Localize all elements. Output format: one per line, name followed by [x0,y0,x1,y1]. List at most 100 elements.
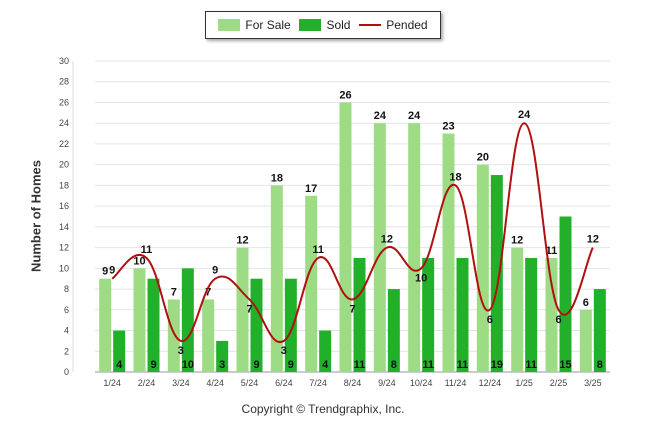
bar-for-sale [579,309,592,372]
data-label-pended: 11 [141,244,153,256]
bar-for-sale [270,185,283,372]
bar-for-sale [442,133,455,372]
y-tick-label: 10 [59,263,69,273]
bar-sold [559,216,572,372]
legend-swatch-for-sale [218,19,241,31]
x-tick-label: 2/25 [550,378,568,388]
y-tick-label: 0 [64,367,69,377]
bar-sold [284,278,297,372]
data-label-pended: 7 [349,303,355,315]
y-tick-label: 24 [59,118,69,128]
bar-sold [456,257,469,372]
bar-sold [353,257,366,372]
data-label-sold: 3 [219,359,225,371]
bar-for-sale [305,195,318,372]
x-tick-label: 4/24 [206,378,224,388]
y-tick-label: 16 [59,201,69,211]
data-label-sold: 4 [116,359,123,371]
bar-for-sale [236,247,249,372]
bar-for-sale [133,268,146,372]
bar-for-sale [408,123,421,372]
bar-sold [216,340,229,372]
data-label-for-sale: 9 [102,266,108,278]
data-label-for-sale: 6 [583,297,589,309]
data-label-pended: 7 [246,303,252,315]
x-tick-label: 7/24 [309,378,327,388]
y-tick-label: 18 [59,180,69,190]
data-label-for-sale: 12 [511,235,523,247]
data-label-pended: 6 [487,314,493,326]
data-label-pended: 24 [518,109,531,121]
y-tick-label: 8 [64,284,69,294]
data-label-pended: 9 [109,265,115,277]
y-tick-label: 20 [59,160,69,170]
data-label-for-sale: 26 [339,89,351,101]
data-label-for-sale: 17 [305,183,317,195]
bar-sold [422,257,435,372]
bar-for-sale [99,278,112,372]
data-label-for-sale: 24 [374,110,387,122]
bar-sold [147,278,160,372]
y-tick-label: 22 [59,139,69,149]
data-label-pended: 12 [381,234,393,246]
x-tick-label: 8/24 [344,378,362,388]
data-label-pended: 3 [281,345,287,357]
data-label-sold: 11 [422,359,434,371]
x-tick-label: 9/24 [378,378,396,388]
data-label-pended: 9 [212,265,218,277]
y-tick-label: 6 [64,305,69,315]
legend-label-for-sale: For Sale [245,18,291,32]
data-label-pended: 10 [415,272,427,284]
data-label-sold: 15 [559,359,571,371]
data-label-for-sale: 10 [133,255,145,267]
bar-sold [181,268,194,372]
data-label-sold: 9 [288,359,294,371]
bar-for-sale [476,164,489,372]
data-label-sold: 9 [253,359,259,371]
data-label-sold: 8 [391,359,397,371]
bar-sold [525,257,538,372]
bar-sold [319,330,332,372]
data-label-for-sale: 11 [546,245,558,257]
data-label-sold: 19 [491,359,503,371]
y-tick-label: 12 [59,243,69,253]
data-label-for-sale: 18 [271,172,283,184]
data-label-sold: 11 [354,359,366,371]
bar-for-sale [373,123,386,372]
y-axis-label: Number of Homes [28,160,44,272]
data-label-for-sale: 24 [408,110,421,122]
x-tick-label: 5/24 [241,378,259,388]
y-tick-label: 4 [64,326,69,336]
legend-label-pended: Pended [386,18,428,32]
y-tick-label: 14 [59,222,69,232]
x-tick-label: 12/24 [479,378,502,388]
legend-item-pended[interactable]: Pended [359,18,428,32]
bar-for-sale [545,257,558,372]
copyright-text: Copyright © Trendgraphix, Inc. [241,402,405,416]
bar-for-sale [339,102,352,372]
data-label-sold: 9 [150,359,156,371]
bar-sold [250,278,263,372]
legend-swatch-sold [299,19,322,31]
x-tick-label: 2/24 [138,378,156,388]
legend-item-sold[interactable]: Sold [299,18,350,32]
data-label-pended: 6 [555,314,561,326]
x-tick-label: 6/24 [275,378,293,388]
data-label-for-sale: 12 [236,235,248,247]
y-tick-label: 2 [64,346,69,356]
data-label-sold: 11 [457,359,469,371]
data-label-for-sale: 7 [205,286,211,298]
legend-item-for-sale[interactable]: For Sale [218,18,291,32]
bar-sold [387,289,400,372]
x-tick-label: 1/25 [515,378,533,388]
data-label-sold: 4 [322,359,329,371]
data-label-for-sale: 23 [442,121,454,133]
data-label-sold: 10 [182,359,194,371]
bar-for-sale [511,247,524,372]
data-label-pended: 11 [312,244,324,256]
x-tick-label: 1/24 [103,378,121,388]
data-label-for-sale: 7 [171,286,177,298]
bar-sold [113,330,126,372]
bar-for-sale [202,299,215,372]
